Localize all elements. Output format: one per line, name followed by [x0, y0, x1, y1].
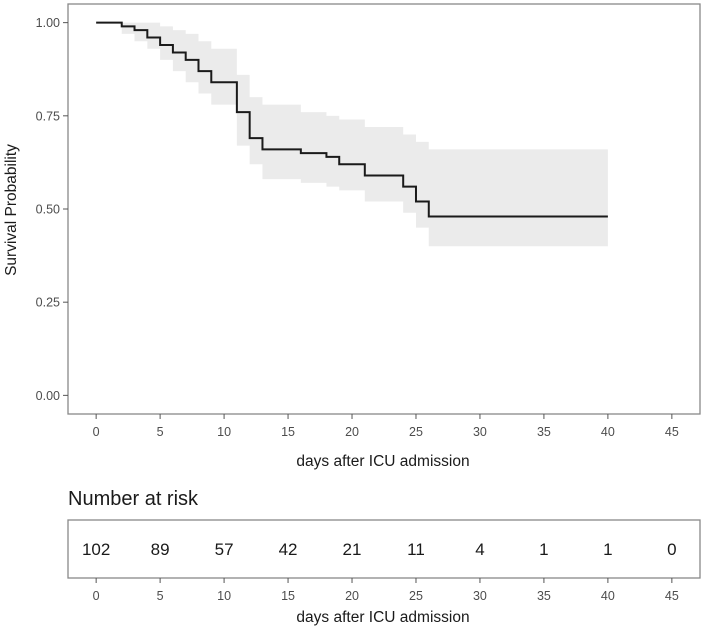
risk-table: Number at risk 102 89 57 42 21 11 4 1 1 0 0 5 10 15 2… [67, 488, 701, 626]
y-axis: 0.00 0.25 0.50 0.75 1.00 [36, 16, 68, 403]
risk-x-tick-label: 45 [665, 589, 679, 603]
x-tick-label: 5 [157, 425, 164, 439]
x-tick-label: 35 [537, 425, 551, 439]
survival-plot: 0.000.250.500.751.00 0 5 10 15 20 25 30 35 40 45 … [3, 3, 701, 470]
x-tick-label: 10 [217, 425, 231, 439]
risk-x-tick-label: 20 [345, 589, 359, 603]
risk-table-title: Number at risk [68, 488, 199, 510]
y-tick-label: 0.75 [36, 109, 60, 123]
x-tick-label: 20 [345, 425, 359, 439]
risk-x-tick-label: 15 [281, 589, 295, 603]
risk-x-tick-label: 25 [409, 589, 423, 603]
risk-x-tick-label: 40 [601, 589, 615, 603]
y-tick-label: 0.50 [36, 203, 60, 217]
risk-count: 1 [603, 540, 612, 559]
x-axis: 0 5 10 15 20 25 30 35 40 45 [93, 414, 679, 439]
risk-x-axis: 0 5 10 15 20 25 30 35 40 45 [93, 578, 679, 603]
risk-x-axis-label: days after ICU admission [296, 609, 469, 626]
y-axis-label: Survival Probability [3, 144, 20, 276]
risk-count: 11 [407, 540, 425, 559]
risk-x-tick-label: 10 [217, 589, 231, 603]
risk-count: 89 [151, 540, 170, 559]
y-tick-label: 0.00 [36, 389, 60, 403]
risk-count: 57 [215, 540, 234, 559]
risk-count: 42 [279, 540, 298, 559]
risk-count: 1 [539, 540, 548, 559]
x-tick-label: 45 [665, 425, 679, 439]
y-tick-label: 1.00 [36, 16, 60, 30]
y-tick-label: 0.25 [36, 296, 60, 310]
risk-x-tick-label: 35 [537, 589, 551, 603]
risk-count: 0 [667, 540, 676, 559]
survival-curve [96, 21, 608, 218]
risk-x-tick-label: 0 [93, 589, 100, 603]
risk-count: 4 [475, 540, 484, 559]
risk-table-panel [67, 519, 701, 579]
risk-x-tick-label: 30 [473, 589, 487, 603]
risk-x-tick-label: 5 [157, 589, 164, 603]
x-tick-label: 40 [601, 425, 615, 439]
x-tick-label: 25 [409, 425, 423, 439]
x-axis-label: days after ICU admission [296, 453, 469, 470]
x-tick-label: 30 [473, 425, 487, 439]
risk-values: 102 89 57 42 21 11 4 1 1 0 [82, 540, 677, 559]
x-tick-label: 15 [281, 425, 295, 439]
risk-count: 102 [82, 540, 110, 559]
x-tick-label: 0 [93, 425, 100, 439]
risk-count: 21 [343, 540, 362, 559]
